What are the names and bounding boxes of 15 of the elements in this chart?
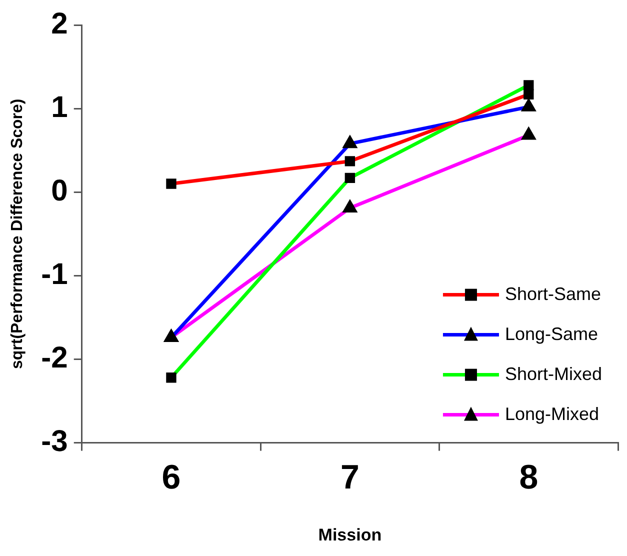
y-tick-label: 2 xyxy=(51,7,68,40)
y-tick-label: -2 xyxy=(41,342,68,375)
legend-label: Short-Mixed xyxy=(504,364,602,384)
legend-label: Long-Same xyxy=(504,324,598,344)
y-axis-title: sqrt(Performance Difference Score) xyxy=(9,98,26,370)
y-tick-label: 0 xyxy=(51,174,68,208)
x-tick-label: 7 xyxy=(340,458,360,497)
x-axis-title: Mission xyxy=(318,525,382,544)
x-tick-label: 8 xyxy=(519,458,538,497)
y-tick-label: -3 xyxy=(41,425,68,458)
y-tick-label: -1 xyxy=(41,258,68,291)
legend-label: Long-Mixed xyxy=(504,404,600,424)
legend-label: Short-Same xyxy=(504,284,602,304)
y-tick-label: 1 xyxy=(51,90,68,124)
x-tick-label: 6 xyxy=(162,458,181,497)
